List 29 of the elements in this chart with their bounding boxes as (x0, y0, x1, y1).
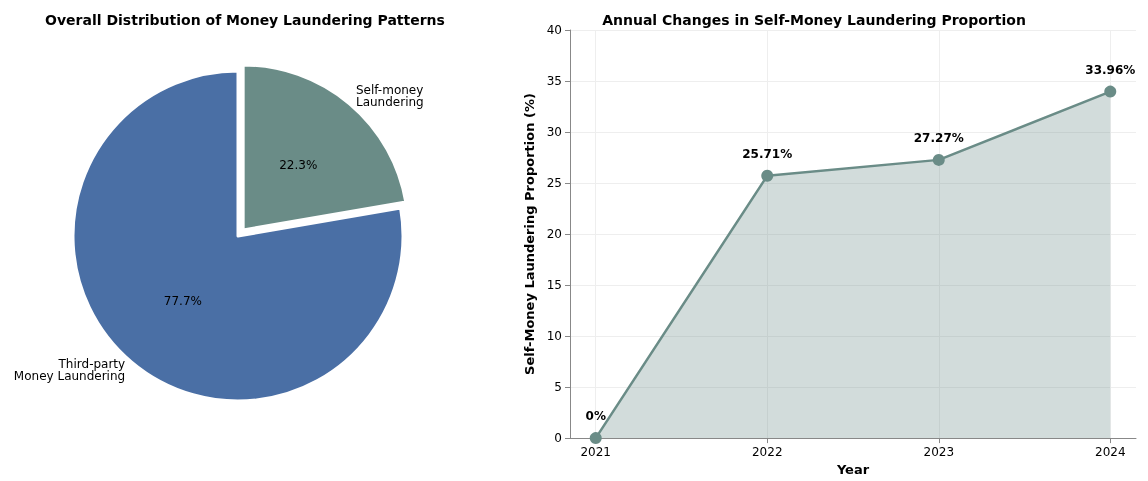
data-label: 33.96% (1085, 62, 1136, 77)
chart-title: Annual Changes in Self-Money Laundering Proportion (602, 12, 1026, 28)
y-tick-label: 15 (546, 278, 562, 293)
y-tick-label: 20 (546, 227, 562, 242)
x-tick-label: 2023 (923, 445, 955, 460)
chart-title: Overall Distribution of Money Laundering Patterns (45, 12, 445, 28)
y-tick-label: 5 (554, 380, 562, 395)
x-tick-label: 2024 (1095, 445, 1126, 460)
y-tick-label: 10 (546, 329, 562, 344)
point (1104, 85, 1117, 98)
x-tick-label: 2021 (580, 445, 611, 460)
data-label: 0% (585, 409, 606, 424)
y-tick-label: 0 (554, 431, 562, 446)
y-tick-label: 25 (546, 176, 562, 191)
data-label: 22.3% (279, 157, 318, 172)
point (932, 153, 945, 166)
data-label: 25.71% (742, 146, 793, 161)
y-axis-title: Self-Money Laundering Proportion (%) (521, 93, 537, 375)
data-label: 27.27% (913, 130, 964, 145)
x-tick-label: 2022 (751, 445, 783, 460)
y-tick-label: 30 (546, 125, 562, 140)
y-tick-label: 40 (546, 23, 562, 37)
point (589, 432, 602, 445)
y-tick-label: 35 (546, 74, 562, 89)
slice-label: Self-money Laundering (355, 83, 424, 110)
slice-label: Third-party Money Laundering (13, 356, 126, 383)
point (761, 169, 774, 182)
x-axis-title: Year (835, 462, 870, 477)
data-label: 77.7% (163, 294, 202, 309)
